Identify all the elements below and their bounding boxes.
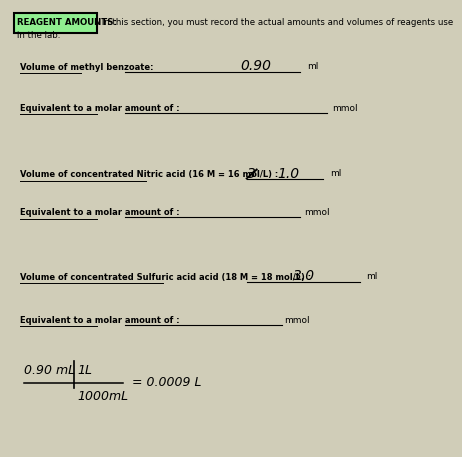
Text: REAGENT AMOUNTS:: REAGENT AMOUNTS:: [18, 18, 117, 27]
Text: Equivalent to a molar amount of :: Equivalent to a molar amount of :: [20, 104, 179, 112]
Text: = 0.0009 L: = 0.0009 L: [132, 377, 202, 389]
Text: in the lab.: in the lab.: [18, 32, 61, 40]
Text: 3.0: 3.0: [293, 269, 315, 283]
Text: In this section, you must record the actual amounts and volumes of reagents use: In this section, you must record the act…: [99, 18, 454, 27]
Text: mmol: mmol: [304, 208, 330, 217]
Text: ml: ml: [307, 62, 318, 71]
Text: mmol: mmol: [332, 104, 358, 112]
Text: 0.90: 0.90: [240, 59, 271, 73]
Text: mmol: mmol: [284, 316, 310, 325]
Text: Equivalent to a molar amount of :: Equivalent to a molar amount of :: [20, 208, 179, 217]
Text: 3: 3: [247, 167, 256, 181]
Text: 1.0: 1.0: [277, 167, 299, 181]
Text: 0.90 mL: 0.90 mL: [24, 364, 75, 377]
FancyBboxPatch shape: [14, 13, 97, 33]
Text: 1000mL: 1000mL: [77, 390, 128, 403]
Text: Equivalent to a molar amount of :: Equivalent to a molar amount of :: [20, 316, 179, 325]
Text: Volume of concentrated Sulfuric acid acid (18 M = 18 mol/L) :: Volume of concentrated Sulfuric acid aci…: [20, 273, 311, 282]
Text: 1L: 1L: [77, 364, 92, 377]
Text: ml: ml: [330, 170, 341, 179]
Text: Volume of methyl benzoate:: Volume of methyl benzoate:: [20, 63, 153, 72]
Text: Volume of concentrated Nitric acid (16 M = 16 mol/L) :: Volume of concentrated Nitric acid (16 M…: [20, 170, 278, 180]
Text: ml: ml: [366, 272, 378, 281]
